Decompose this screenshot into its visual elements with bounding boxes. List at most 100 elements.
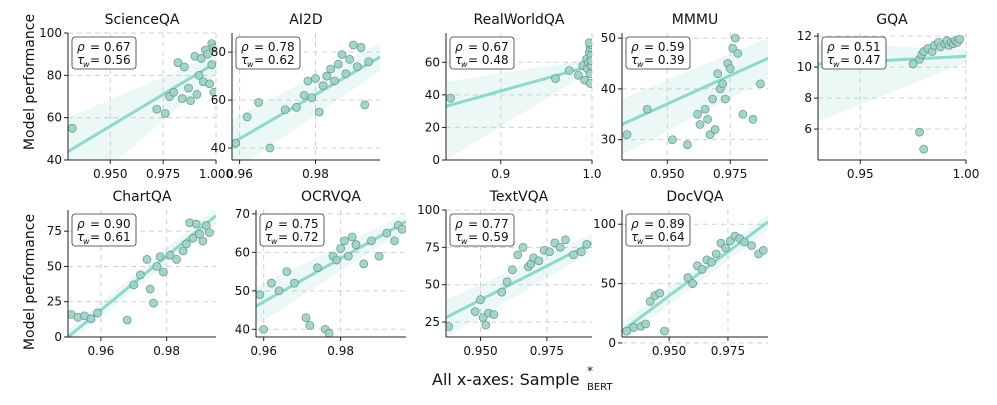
data-point [340,236,349,246]
legend-rho-symbol: ρ [77,217,85,231]
legend-tau-sub: w [83,60,90,69]
data-point [259,324,269,334]
legend-tau-value: = 0.64 [644,230,685,244]
regression-line [232,55,380,145]
data-point [169,87,179,97]
panel-mmmu: MMMU 0.950 0.975 30 40 50 ρ = 0.59 τw = 0.39 [601,12,768,181]
data-point [336,244,345,253]
y-axis-label-row-2: Model performance [22,214,38,350]
y-tick-label: 40 [601,82,616,96]
legend-tau-symbol: τ [827,53,835,67]
x-tick-label: 0.96 [250,344,277,358]
data-point [660,326,669,336]
panel-plot-area [622,214,768,337]
legend-tau-sub: w [461,60,468,69]
data-point [908,59,918,69]
panel-title: ChartQA [112,189,171,205]
data-point [356,43,366,52]
data-point [267,278,276,288]
data-point [172,255,181,264]
data-point [683,273,693,283]
data-point [254,98,263,107]
panel-chartqa: ChartQA 0.96 0.98 0 25 50 75 ρ = 0.90 τw = 0.61 [47,189,216,358]
data-point [351,240,361,249]
data-point [374,251,384,261]
panel-title: TextVQA [489,189,549,205]
legend-tau-symbol: τ [77,230,85,244]
legend-frame [449,36,515,70]
y-tick-label: 100 [417,203,440,217]
data-point [713,69,723,78]
data-point [534,256,544,266]
data-point [165,250,175,260]
data-point [307,93,317,103]
y-tick-label: 0 [54,330,62,344]
legend-frame [259,213,325,247]
legend-rho-symbol: ρ [455,217,463,231]
y-tick-label: 50 [601,31,616,45]
data-point [136,270,145,280]
data-point [730,33,740,43]
data-point [569,250,578,260]
data-point [697,264,707,274]
data-point [564,66,574,75]
panel-title: OCRVQA [301,189,361,205]
panel-title: AI2D [289,12,322,28]
data-point [179,62,189,72]
legend-box: ρ = 0.89 τw = 0.64 [625,213,691,247]
data-point [700,104,710,114]
data-point [586,56,592,66]
data-point [733,48,743,58]
x-tick-label: 0.950 [650,167,684,181]
data-point [160,109,170,118]
data-point [641,319,650,329]
legend-tau-symbol: τ [77,53,85,67]
legend-box: ρ = 0.67 τw = 0.56 [71,36,137,70]
data-point [382,228,392,238]
y-tick-label: 75 [47,224,62,238]
y-tick-label: 60 [425,55,440,69]
data-point [343,251,353,261]
legend-rho-symbol: ρ [631,217,639,231]
data-point [242,112,252,122]
confidence-band [446,233,592,337]
data-point [290,278,299,288]
legend-rho-value: = 0.90 [90,217,131,231]
data-point [622,130,632,139]
y-tick-label: 80 [47,68,62,82]
data-point [299,90,309,100]
legend-rho-symbol: ρ [455,40,463,54]
data-point [152,262,162,271]
y-tick-label: 50 [235,284,250,298]
data-point [232,138,241,148]
data-point [703,115,712,124]
y-tick-label: 70 [235,207,250,221]
data-point [152,104,162,114]
data-point [747,241,756,250]
data-point [476,295,485,304]
data-point [313,263,322,273]
data-point [122,315,132,325]
data-point [688,279,697,288]
x-axis-label-main: All x-axes: Sample [432,370,580,389]
data-point [155,252,165,261]
x-tick-label: 0.975 [530,344,564,358]
y-tick-label: 6 [804,122,812,136]
legend-tau-sub: w [637,237,644,246]
data-point [159,267,168,277]
legend-rho-value: = 0.89 [644,217,685,231]
data-point [446,93,455,103]
y-tick-label: 40 [211,141,226,155]
x-tick-label: 0.950 [93,167,127,181]
x-axis-label: All x-axes: Sample * BERT [432,364,613,393]
y-tick-label: 60 [211,93,226,107]
panel-plot-area [68,39,216,160]
data-point [194,70,204,80]
x-tick-label: 0.9 [491,167,510,181]
panel-plot-area [232,40,380,160]
panel-plot-area [446,233,592,337]
data-point [545,247,554,257]
data-point [561,235,570,245]
